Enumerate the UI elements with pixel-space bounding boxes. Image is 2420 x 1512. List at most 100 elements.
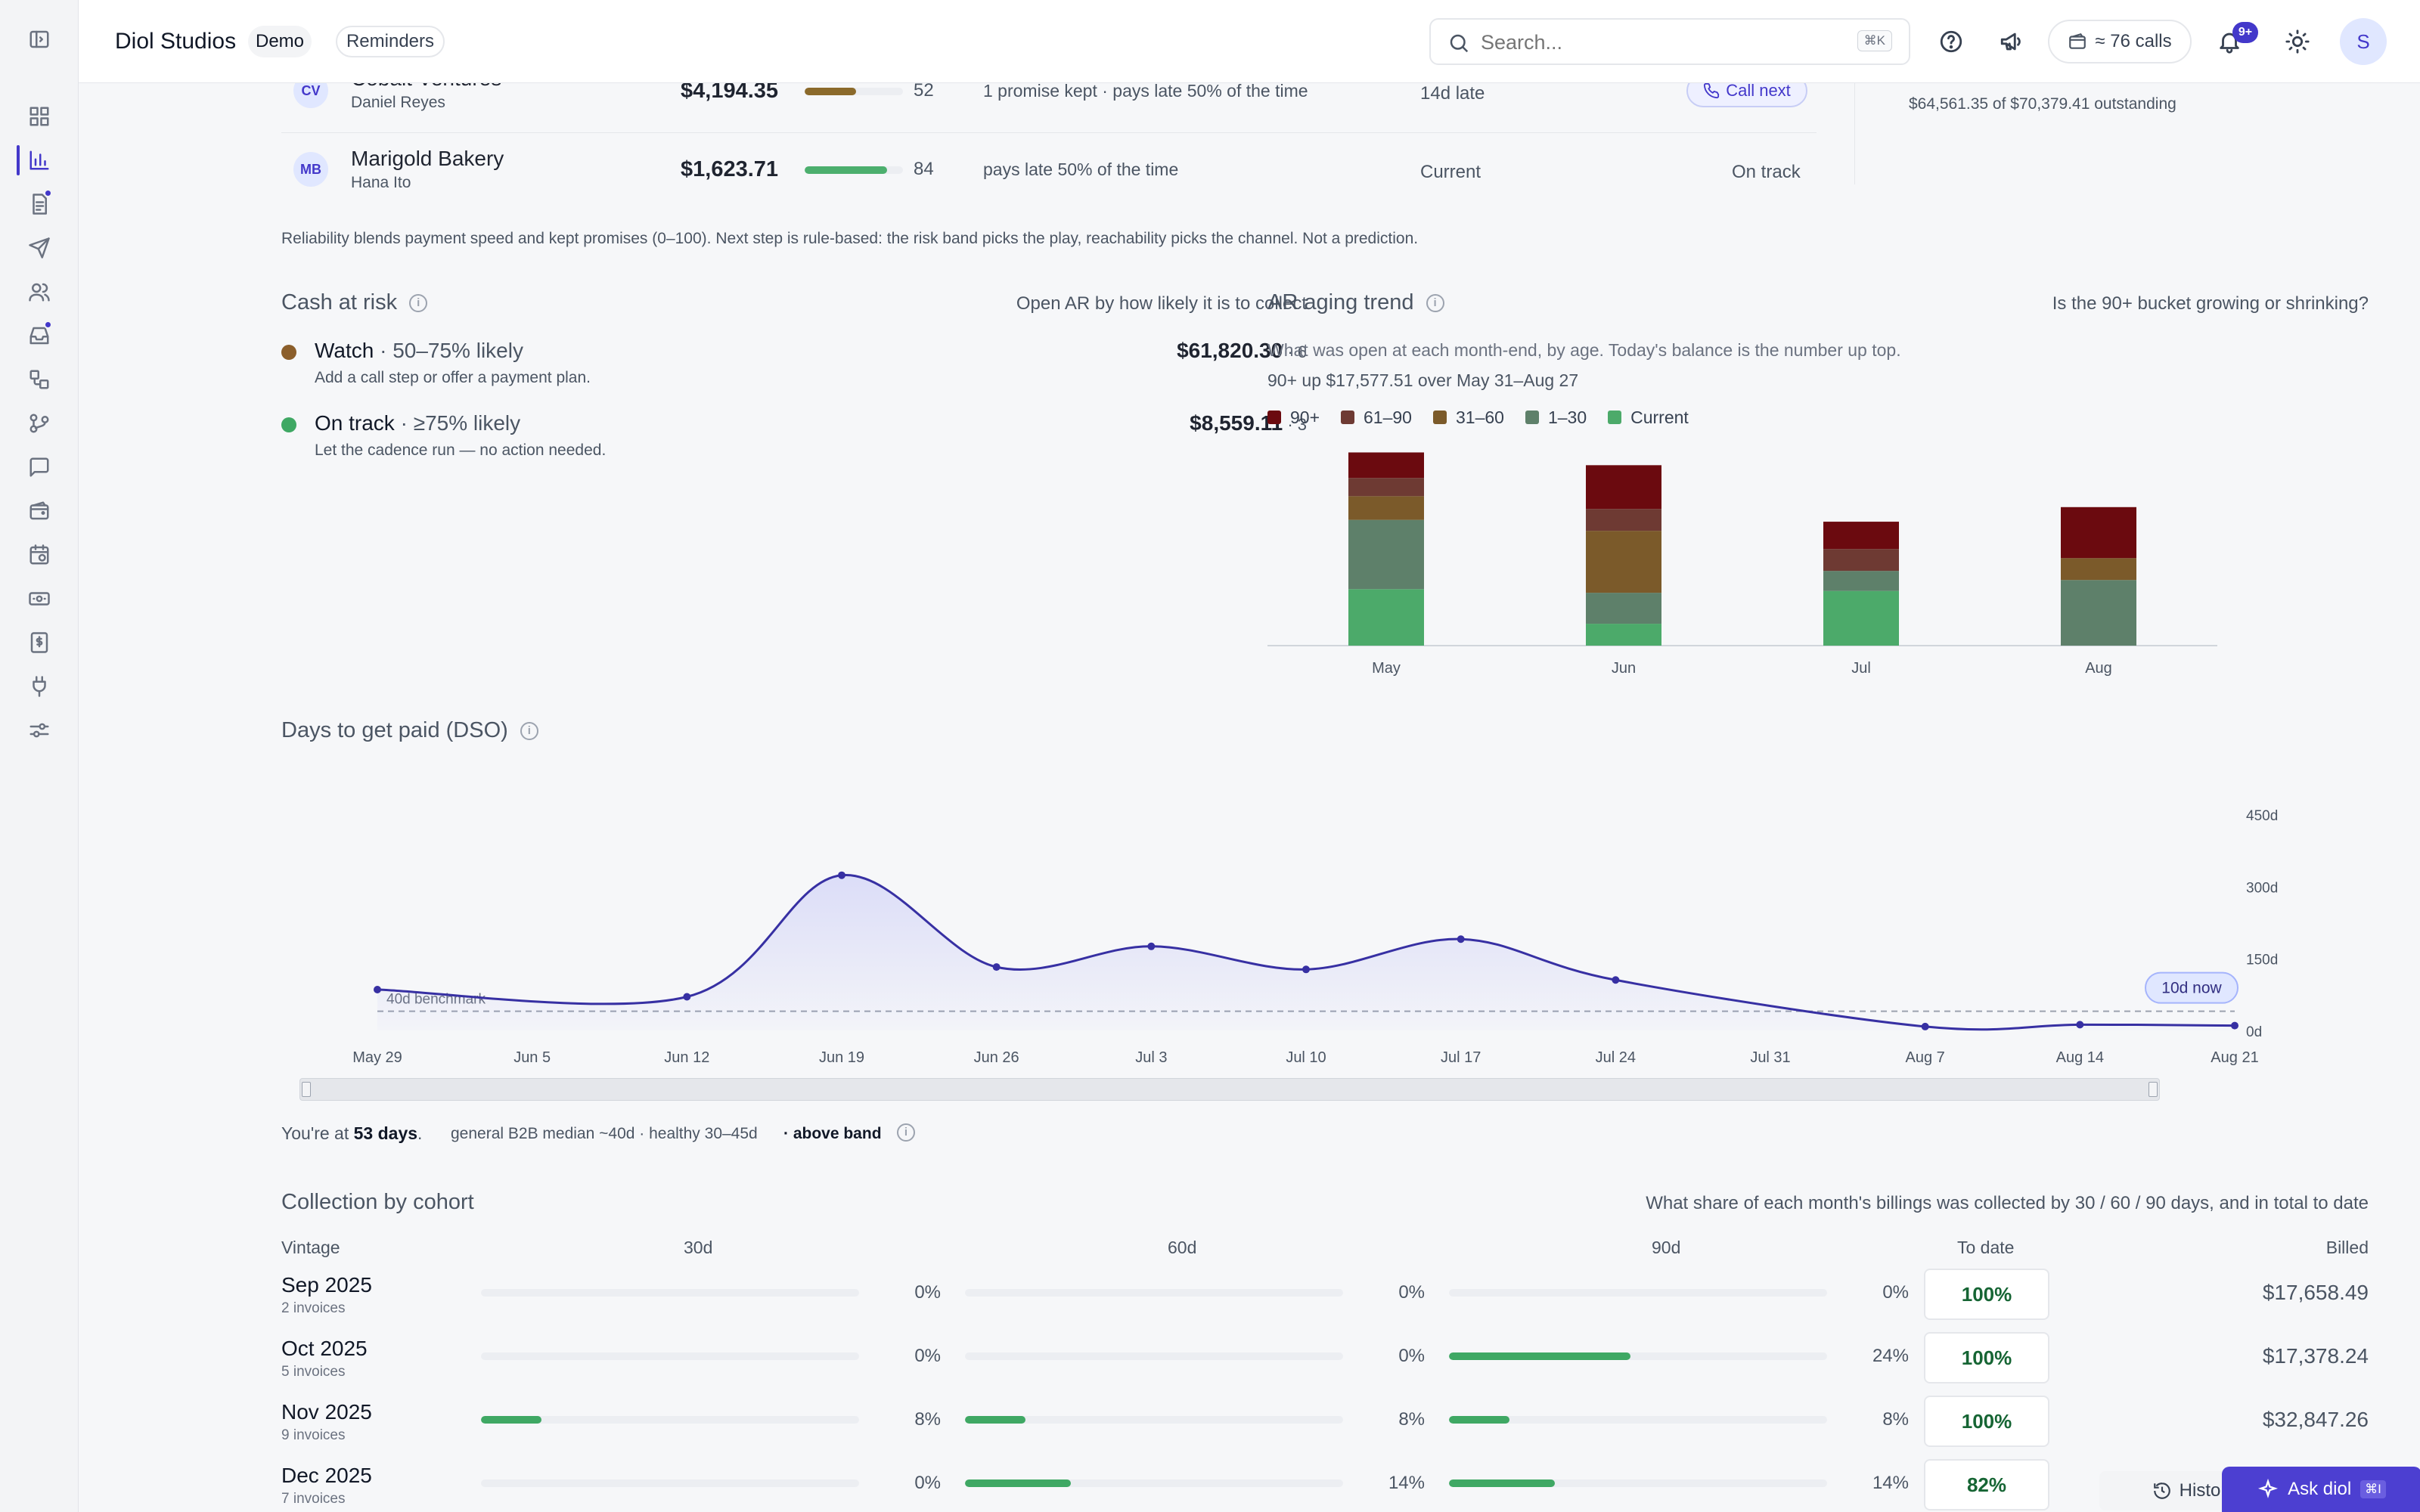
notification-count-badge: 9+ <box>2232 22 2258 43</box>
bar-segment-may-1–30[interactable] <box>1348 519 1424 590</box>
legend-item: 90+ <box>1267 407 1320 428</box>
cohort-pct: 0% <box>914 1473 941 1493</box>
col-billed: Billed <box>2325 1238 2369 1257</box>
reminders-chip[interactable]: Reminders <box>336 26 445 57</box>
ask-diol-button[interactable]: Ask diol ⌘I <box>2222 1467 2420 1512</box>
messages-icon[interactable] <box>26 454 53 481</box>
cohort-title: Collection by cohort <box>281 1190 474 1214</box>
help-button[interactable] <box>1933 23 1969 60</box>
cohort-progress-fill <box>481 1416 541 1424</box>
cohort-progress-fill <box>965 1479 1071 1487</box>
x-tick-label: Jul 17 <box>1441 1049 1481 1066</box>
bar-segment-jul-Current[interactable] <box>1823 590 1899 646</box>
dso-point[interactable] <box>1457 935 1465 943</box>
ar-aging-question: Is the 90+ bucket growing or shrinking? <box>2052 293 2369 314</box>
payments-icon[interactable] <box>26 585 53 612</box>
info-icon[interactable]: i <box>520 722 538 741</box>
dso-point[interactable] <box>2231 1021 2238 1030</box>
bar-segment-may-61–90[interactable] <box>1348 478 1424 497</box>
search-input[interactable] <box>1481 29 1829 56</box>
receipt-icon[interactable] <box>26 629 53 656</box>
info-icon[interactable]: i <box>897 1123 915 1142</box>
dso-point[interactable] <box>1612 976 1620 984</box>
dso-point[interactable] <box>683 993 691 1001</box>
band-amount-value: $61,820.30 <box>1177 339 1283 362</box>
dso-point[interactable] <box>2076 1021 2084 1029</box>
bar-segment-jul-61–90[interactable] <box>1823 549 1899 572</box>
bar-segment-aug-90+[interactable] <box>2061 507 2136 559</box>
legend-swatch <box>1608 411 1622 424</box>
outstanding-summary: $64,561.35 of $70,379.41 outstanding <box>1909 95 2176 113</box>
cohort-pct: 14% <box>1388 1473 1425 1493</box>
range-handle-end[interactable] <box>2149 1082 2158 1097</box>
col-60d: 60d <box>1168 1238 1197 1257</box>
bar-segment-may-90+[interactable] <box>1348 452 1424 479</box>
y-tick-label: 0d <box>2246 1024 2262 1040</box>
col-30d: 30d <box>684 1238 713 1257</box>
cohort-to-date: 100% <box>1924 1396 2049 1447</box>
band-label: On track · ≥75% likely <box>315 411 520 435</box>
dashboard-icon[interactable] <box>26 103 53 130</box>
x-tick-label: Jun 19 <box>819 1049 864 1066</box>
calendar-clock-icon[interactable] <box>26 541 53 569</box>
dso-point[interactable] <box>1921 1022 1929 1030</box>
wallet-icon[interactable] <box>26 497 53 525</box>
x-tick-label: Jul 31 <box>1750 1049 1790 1066</box>
customer-name[interactable]: Marigold Bakery <box>351 147 504 170</box>
bell-icon <box>2220 33 2239 54</box>
send-icon[interactable] <box>26 234 53 262</box>
cohort-pct: 0% <box>914 1346 941 1366</box>
bar-segment-aug-1–30[interactable] <box>2061 580 2136 646</box>
bar-segment-jul-1–30[interactable] <box>1823 571 1899 591</box>
dso-point[interactable] <box>838 871 845 879</box>
dso-point[interactable] <box>1147 942 1156 950</box>
cohort-subtitle: What share of each month's billings was … <box>1646 1193 2369 1213</box>
announcements-button[interactable] <box>1993 23 2030 60</box>
notifications-button[interactable]: 9+ <box>2211 22 2258 60</box>
reliability-bar <box>805 166 903 174</box>
next-step-label: On track <box>1732 162 1801 182</box>
x-tick-label: Aug <box>2085 660 2112 677</box>
cash-at-risk-title: Cash at risk i <box>281 290 428 315</box>
cohort-invoice-count: 7 invoices <box>281 1491 346 1507</box>
bar-segment-may-31–60[interactable] <box>1348 496 1424 520</box>
bar-segment-jul-90+[interactable] <box>1823 522 1899 550</box>
invoices-icon[interactable] <box>26 191 53 218</box>
dso-point[interactable] <box>992 963 1001 971</box>
cohort-progress-fill <box>1449 1479 1555 1487</box>
customer-note: 1 promise kept · pays late 50% of the ti… <box>983 81 1308 101</box>
theme-toggle-button[interactable] <box>2279 23 2316 60</box>
branch-icon[interactable] <box>26 410 53 437</box>
bar-segment-jun-61–90[interactable] <box>1586 509 1661 531</box>
analytics-icon[interactable] <box>26 147 53 174</box>
settings-sliders-icon[interactable] <box>26 717 53 744</box>
cohort-pct: 0% <box>1398 1282 1425 1303</box>
calls-chip[interactable]: ≈ 76 calls <box>2048 20 2192 64</box>
workflow-icon[interactable] <box>26 366 53 393</box>
dso-point[interactable] <box>1302 965 1310 974</box>
cohort-progress-bar <box>1449 1352 1827 1360</box>
app-name[interactable]: Diol Studios <box>115 29 237 54</box>
user-avatar[interactable]: S <box>2340 18 2387 65</box>
demo-badge: Demo <box>248 26 312 57</box>
toggle-sidebar-icon[interactable] <box>26 26 53 53</box>
search-box[interactable]: ⌘K <box>1429 18 1910 65</box>
legend-swatch <box>1525 411 1539 424</box>
bar-segment-jun-Current[interactable] <box>1586 624 1661 646</box>
customers-icon[interactable] <box>26 278 53 305</box>
integrations-plug-icon[interactable] <box>26 673 53 700</box>
active-nav-indicator <box>17 145 20 175</box>
x-tick-label: May <box>1372 660 1401 677</box>
bar-segment-jun-90+[interactable] <box>1586 465 1661 510</box>
bar-segment-aug-31–60[interactable] <box>2061 558 2136 581</box>
bar-segment-jun-31–60[interactable] <box>1586 531 1661 593</box>
dso-range-slider[interactable] <box>299 1078 2160 1101</box>
cohort-progress-fill <box>1449 1352 1630 1360</box>
info-icon[interactable]: i <box>1426 294 1444 313</box>
range-handle-start[interactable] <box>302 1082 311 1097</box>
bar-segment-jun-1–30[interactable] <box>1586 593 1661 624</box>
dso-point[interactable] <box>374 985 381 993</box>
bar-segment-may-Current[interactable] <box>1348 589 1424 646</box>
info-icon[interactable]: i <box>409 294 428 313</box>
inbox-icon[interactable] <box>26 322 53 349</box>
